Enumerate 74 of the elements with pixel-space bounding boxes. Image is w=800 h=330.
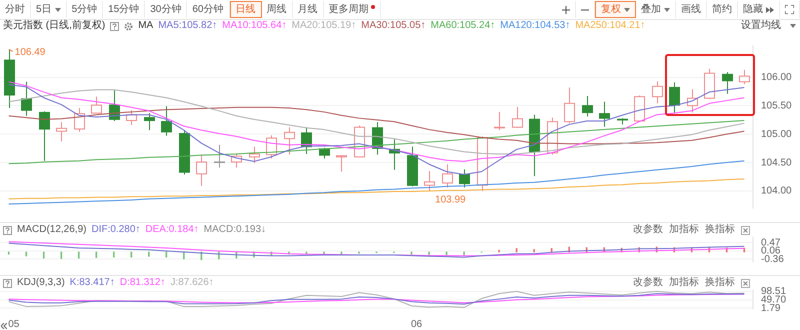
y-tick-label: 104.50: [761, 157, 792, 168]
text: 15分钟: [108, 2, 140, 17]
text: 60分钟: [192, 2, 224, 17]
text: 叠加: [641, 2, 661, 17]
x-tick-label: 05: [8, 318, 20, 330]
candlestick: [249, 146, 260, 164]
text: MA250:104.21↑: [575, 20, 646, 32]
text: 复权: [601, 2, 621, 17]
chart-title: KDJ(9,3,3): [17, 277, 65, 289]
text: 月线: [298, 2, 318, 17]
text: MA5:105.82↑: [158, 20, 218, 32]
chart-title: 美元指数 (日线,前复权): [3, 20, 106, 32]
candlestick: [459, 168, 470, 188]
y-tick-label: -0.36: [761, 254, 784, 265]
series-label: J:87.626↑: [170, 277, 214, 289]
text: 5日: [36, 3, 52, 17]
candlestick: [687, 88, 698, 114]
series-label: MACD:0.193↓: [204, 224, 266, 236]
series-label: DEA:0.184↑: [145, 224, 199, 236]
candlestick: [21, 81, 32, 116]
text: 加指标: [669, 277, 699, 289]
y-tick-label: 104.00: [761, 186, 792, 197]
y-tick-label: 105.00: [761, 128, 792, 140]
candlestick: [564, 86, 575, 124]
text: MA20:105.19↑: [292, 20, 356, 32]
candlestick: [512, 106, 523, 128]
text: MA10:105.64↑: [222, 20, 287, 32]
text: MA60:105.24↑: [430, 20, 496, 32]
candlestick: [214, 144, 225, 168]
text: 改参数: [633, 277, 663, 289]
candlestick: [56, 122, 67, 142]
text: MA120:104.53↑: [500, 20, 570, 32]
text: 换指标: [705, 224, 735, 236]
text: 简约: [712, 3, 732, 17]
candlestick: [582, 96, 593, 117]
candlestick: [126, 110, 137, 126]
text: 分时: [5, 2, 25, 17]
y-tick-label: 106.00: [761, 72, 792, 84]
text: 隐藏: [743, 2, 763, 17]
candlestick: [652, 80, 663, 104]
candlestick: [599, 101, 610, 128]
series-label: D:81.312↑: [120, 277, 166, 289]
x-tick-label: 06: [410, 318, 423, 330]
text: 30分钟: [150, 2, 182, 17]
text: 5分钟: [72, 2, 98, 17]
y-tick-label: 105.50: [761, 100, 792, 112]
candlestick: [669, 82, 680, 114]
candlestick: [144, 112, 155, 131]
text: 加指标: [669, 224, 699, 236]
y-tick-label: 1.79: [761, 302, 781, 314]
series-label: DIF:0.280↑: [91, 224, 140, 236]
text: 设置均线: [741, 20, 781, 32]
annotation: 103.99: [435, 194, 466, 206]
text: 更多周期: [328, 2, 368, 17]
text: 日线: [236, 2, 256, 17]
text: 换指标: [705, 277, 735, 289]
candlestick: [336, 155, 347, 172]
candlestick: [704, 68, 715, 99]
text: MA30:105.05↑: [361, 20, 426, 32]
candlestick: [39, 110, 50, 162]
annotation: 106.49: [14, 47, 46, 58]
candlestick: [424, 170, 435, 192]
text: 改参数: [633, 224, 663, 236]
series-label: K:83.417↑: [70, 277, 115, 289]
candlestick: [196, 154, 207, 186]
candlestick: [442, 164, 453, 188]
text: 画线: [681, 2, 701, 17]
candlestick: [284, 126, 295, 156]
candlestick: [494, 111, 505, 131]
candlestick: [161, 106, 172, 136]
chart-title: MACD(12,26,9): [17, 224, 86, 236]
text: 周线: [266, 2, 286, 17]
candlestick: [722, 72, 733, 94]
legend-title: MA: [138, 20, 154, 32]
